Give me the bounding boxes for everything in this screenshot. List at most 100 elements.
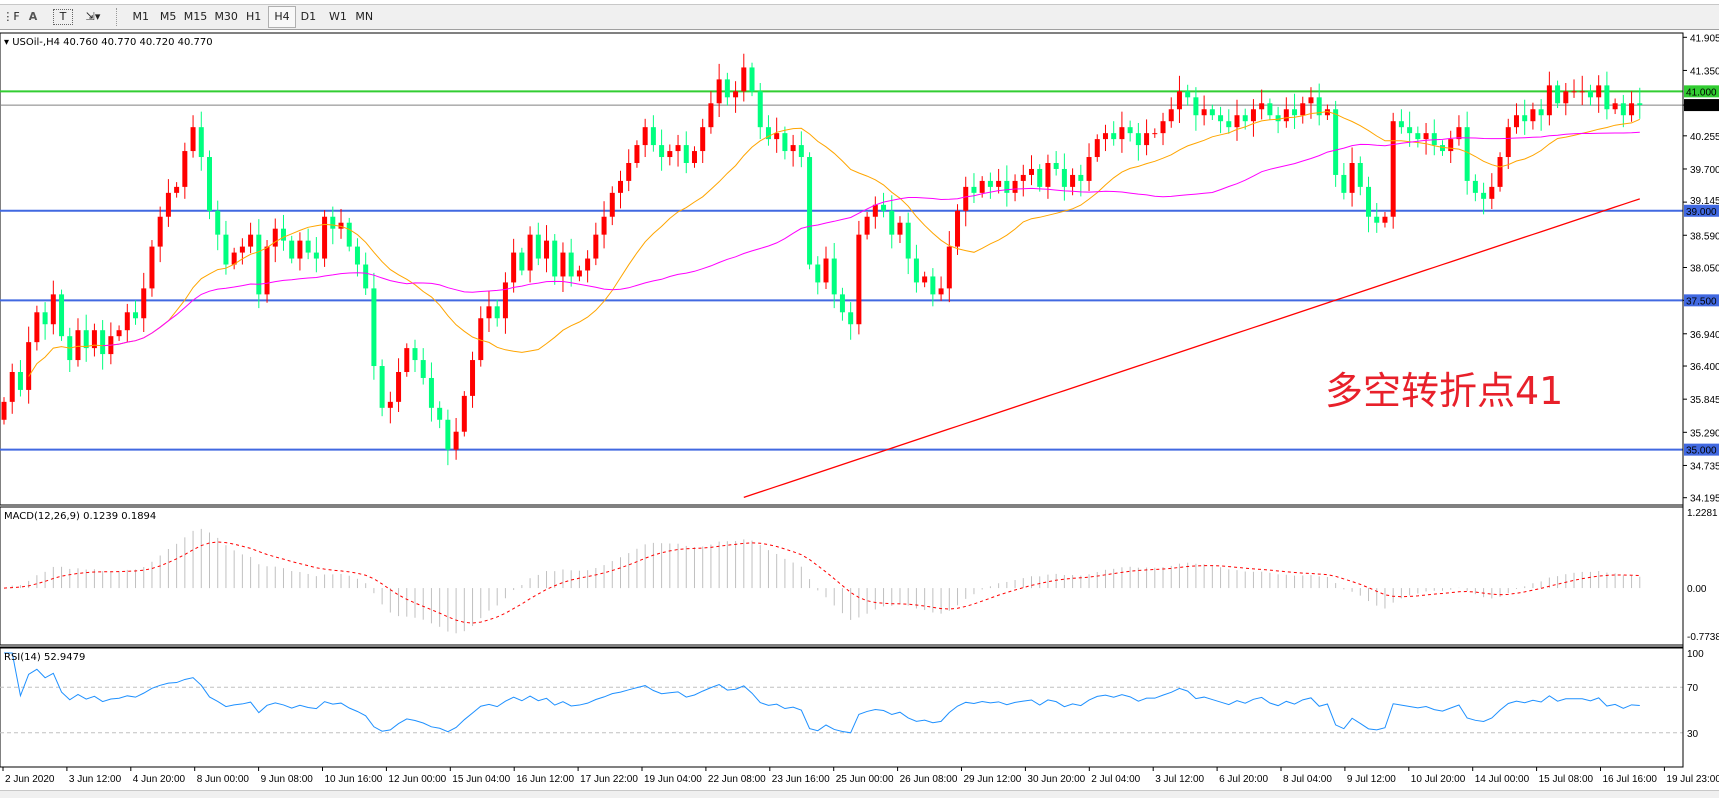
candle [1341,162,1347,200]
candle-body [116,330,122,337]
candle-body [1045,162,1051,187]
candle [798,131,804,168]
candle [124,303,130,343]
text-label-icon[interactable]: T [53,9,73,25]
candle-body [396,372,402,402]
candle [387,391,393,424]
text-icon[interactable]: A [28,10,38,23]
candle [823,246,829,289]
timeframe-m5-button[interactable]: M5 [159,10,177,23]
price-tick-label: 40.255 [1690,132,1719,143]
candle [1579,75,1585,106]
candle-body [831,258,837,295]
candle [1382,211,1388,228]
candle-body [585,258,591,271]
candle [305,228,311,260]
candle-body [1415,133,1421,140]
candle [1037,164,1043,192]
candle [248,222,254,254]
candle [1119,111,1125,153]
candle [453,417,459,460]
candle-body [527,234,533,271]
candle-body [815,264,821,283]
candle-body [297,240,303,259]
candle-body [667,151,673,158]
timeframe-m1-button[interactable]: M1 [132,10,149,23]
candle [1612,98,1618,115]
candle-body [1522,115,1528,122]
candle [700,118,706,163]
candle-body [1053,162,1059,169]
candle-body [412,348,418,361]
timeframe-h4-button[interactable]: H4 [268,6,296,28]
candle-body [1324,109,1330,116]
candle-body [593,234,599,259]
candle-body [560,252,566,277]
timeframe-w1-button[interactable]: W1 [329,10,347,23]
candle-body [683,145,689,163]
candle [1546,71,1552,126]
candle-body [182,151,188,187]
price-panel [0,32,1684,506]
level-price-box [1684,204,1719,217]
candle [256,219,262,309]
timeframe-mn-button[interactable]: MN [355,10,374,23]
timeframe-m15-button[interactable]: M15 [183,10,208,23]
price-tick-label: 36.400 [1690,362,1719,373]
level-price-label: 40.770 [1686,101,1717,112]
time-tick-label: 2 Jun 2020 [5,774,55,785]
candle-body [1242,115,1248,122]
candle-body [716,79,722,104]
grid-fibo-icon[interactable]: ⋮F [2,10,20,23]
candle-body [198,127,204,158]
time-tick-label: 30 Jun 20:00 [1027,774,1085,785]
macd-tick-label: 0.00 [1687,584,1707,595]
candle-body [1135,133,1141,146]
candle-body [1620,103,1626,116]
candle-body [946,246,952,289]
candle [724,72,730,106]
candle-body [1563,91,1569,104]
candle-body [1127,127,1133,134]
timeframe-m30-button[interactable]: M30 [214,10,238,23]
candle-body [1176,91,1182,110]
candle-body [1530,109,1536,122]
timeframe-h1-button[interactable]: H1 [245,10,262,23]
candle [790,134,796,167]
price-tick-label: 34.195 [1690,494,1719,505]
candle [1160,112,1166,146]
candle [1333,100,1339,187]
candle [774,117,780,153]
candle [198,111,204,171]
candle [1464,111,1470,195]
candle [1398,109,1404,134]
candle [1374,203,1380,233]
price-tick-label: 41.905 [1690,33,1719,44]
time-tick-label: 25 Jun 00:00 [836,774,894,785]
candle [1094,134,1100,162]
candle [1135,122,1141,161]
ma-fast-line [28,110,1641,377]
candle-body [790,145,796,152]
timeframe-d1-button[interactable]: D1 [300,10,317,23]
candle-body [1472,180,1478,193]
arrows-icon[interactable]: ⇲▾ [85,10,101,23]
candle-body [207,157,212,211]
candle-body [371,288,377,367]
candle [363,252,369,295]
candle [634,140,640,168]
candle-body [1604,85,1610,110]
candle-body [1333,109,1339,175]
candle [741,53,747,102]
time-tick-label: 16 Jun 12:00 [516,774,574,785]
candle-body [1226,121,1232,128]
candle-body [1218,115,1224,122]
time-tick-label: 3 Jul 12:00 [1155,774,1204,785]
candle-body [913,258,919,283]
candle-body [83,330,89,349]
candle [289,235,295,264]
chart-annotation-text: 多空转折点41 [1325,369,1564,413]
candle [1267,98,1273,121]
price-tick-label: 38.590 [1690,231,1719,242]
